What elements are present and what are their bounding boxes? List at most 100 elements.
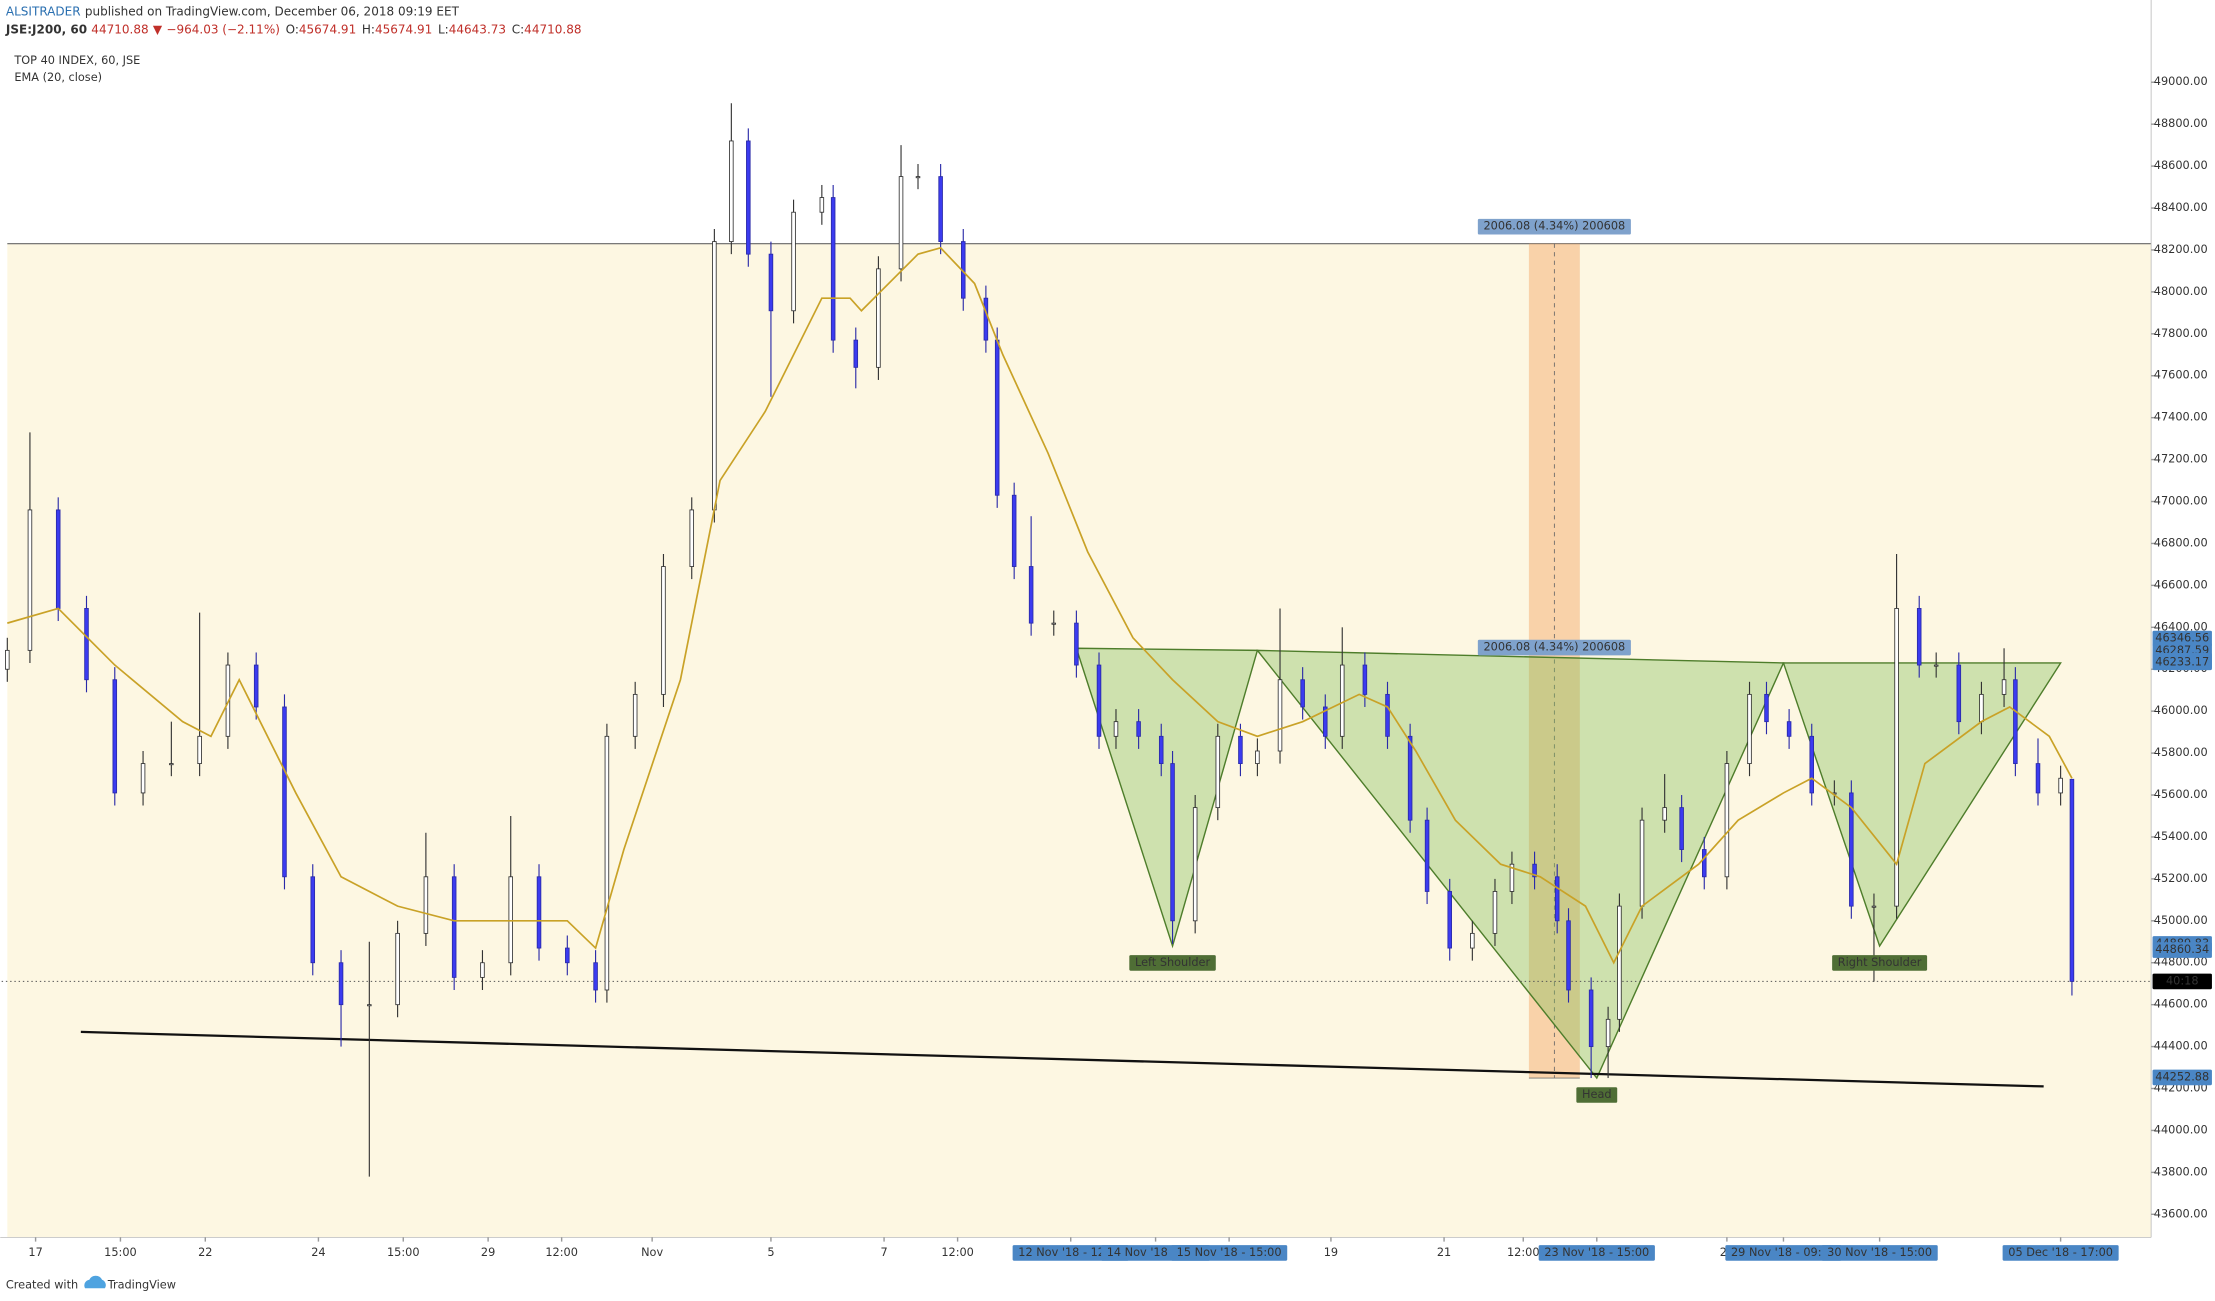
candle-body — [1786, 721, 1792, 737]
candle-body — [2013, 679, 2018, 765]
legend-title: TOP 40 INDEX, 60, JSE — [13, 54, 140, 67]
price-label-box — [2152, 630, 2212, 647]
x-tick-label: 22 — [198, 1246, 212, 1259]
pattern-triangle — [1782, 662, 2062, 948]
x-tick-label: 12:00 — [1507, 1246, 1540, 1259]
candle-body — [338, 962, 344, 1006]
x-tick-label: 12 Nov '18 - 12:00 — [1018, 1246, 1123, 1259]
candle-body — [1747, 693, 1752, 765]
candle-body — [1300, 679, 1305, 708]
x-tick-label-box — [1171, 1245, 1288, 1261]
price-label-box — [2152, 1069, 2212, 1086]
candle-body — [1639, 819, 1645, 907]
candle-body — [746, 140, 751, 255]
x-tick-label: 12:00 — [941, 1246, 974, 1259]
range-label-box — [1477, 218, 1631, 235]
x-tick-label: 05 Dec '18 - 17:00 — [2008, 1246, 2113, 1259]
candle-body — [1362, 664, 1368, 695]
brand-logo — [84, 1275, 106, 1289]
candle-body — [27, 509, 33, 651]
level-zone — [7, 243, 2152, 1238]
x-tick-label: 30 Nov '18 - 15:00 — [1827, 1246, 1932, 1259]
x-tick-label: 29 Nov '18 - 09:00 — [1731, 1246, 1836, 1259]
candle-body — [1702, 849, 1707, 878]
y-tick-label: 48400.00 — [2154, 201, 2208, 214]
pattern-label: Left Shoulder — [1135, 956, 1211, 969]
author[interactable]: ALSITRADER — [6, 4, 81, 18]
candle-body — [593, 962, 598, 991]
candle-body — [423, 876, 429, 934]
price-label-box — [2152, 973, 2212, 990]
change: −964.03 (−2.11%) — [166, 22, 280, 36]
candle-body — [1554, 876, 1560, 922]
candle-body — [1679, 807, 1684, 850]
candle-body — [983, 297, 989, 341]
y-tick-label: 45800.00 — [2154, 746, 2208, 759]
candle-body — [1470, 932, 1475, 949]
ohlc-key: C: — [512, 22, 524, 36]
price-label: 46233.17 — [2155, 655, 2209, 668]
ohlc-value: 45674.91 — [375, 22, 432, 36]
y-tick-label: 47600.00 — [2154, 369, 2208, 382]
candle-body — [1424, 819, 1430, 892]
ohlc-value: 44643.73 — [449, 22, 506, 36]
y-tick-label: 48800.00 — [2154, 117, 2208, 130]
candle-body — [1051, 622, 1057, 625]
candle-body — [169, 763, 174, 766]
price-label-box — [2152, 654, 2212, 671]
pattern-label-box — [1576, 1087, 1618, 1103]
plot-area: 43600.0043800.0044000.0044200.0044400.00… — [0, 0, 2212, 1261]
y-tick-label: 44600.00 — [2154, 998, 2208, 1011]
candle-body — [1323, 706, 1328, 737]
candle-body — [1339, 664, 1345, 737]
candle-body — [1566, 920, 1571, 991]
ohlc-value: 45674.91 — [299, 22, 356, 36]
change-arrow: ▼ — [153, 22, 163, 36]
ohlc: O:45674.91 H:45674.91 L:44643.73 C:44710.88 — [286, 22, 582, 36]
candle-body — [1492, 891, 1498, 934]
candle-body — [604, 735, 610, 991]
last-price: 44710.88 — [91, 22, 148, 36]
y-tick-label: 43600.00 — [2154, 1207, 2208, 1220]
candle-body — [1509, 863, 1515, 892]
candle-body — [480, 962, 485, 978]
candle-body — [1956, 664, 1962, 723]
candle-body — [140, 763, 146, 794]
x-tick-label: 15:00 — [104, 1246, 137, 1259]
range-label-box — [1477, 639, 1631, 656]
ohlc-key: O: — [286, 22, 299, 36]
candle-body — [451, 876, 457, 978]
candle-body — [819, 197, 825, 213]
y-tick-label: 45200.00 — [2154, 872, 2208, 885]
candle-body — [1255, 750, 1260, 765]
price-label: 46346.56 — [2155, 632, 2209, 645]
candle-body — [2035, 763, 2041, 794]
candle-body — [1113, 721, 1119, 737]
candle-body — [112, 679, 118, 794]
range-label: 2006.08 (4.34%) 200608 — [1483, 220, 1625, 233]
x-tick-label: Nov — [641, 1246, 663, 1259]
x-tick-label-box — [1725, 1245, 1842, 1261]
candle-body — [395, 932, 400, 1006]
footer-brand[interactable]: TradingView — [107, 1278, 176, 1291]
candle-body — [1096, 664, 1102, 737]
candle-body — [1447, 891, 1452, 949]
symbol: JSE:J200, 60 — [5, 22, 87, 36]
candle-body — [898, 176, 904, 270]
candle-body — [1011, 494, 1017, 567]
price-label: 44252.88 — [2155, 1070, 2209, 1083]
x-tick-label-box — [1012, 1245, 1129, 1261]
y-tick-label: 44400.00 — [2154, 1040, 2208, 1053]
x-tick-label: 23 Nov '18 - 15:00 — [1544, 1246, 1649, 1259]
candle-body — [253, 664, 259, 708]
y-tick-label: 48600.00 — [2154, 159, 2208, 172]
range-label: 2006.08 (4.34%) 200608 — [1483, 641, 1625, 654]
y-tick-label: 48200.00 — [2154, 243, 2208, 256]
y-tick-label: 45400.00 — [2154, 830, 2208, 843]
pattern-label: Right Shoulder — [1838, 956, 1922, 969]
x-tick-label: 29 — [481, 1246, 495, 1259]
y-tick-label: 47200.00 — [2154, 453, 2208, 466]
candle-body — [938, 176, 943, 243]
